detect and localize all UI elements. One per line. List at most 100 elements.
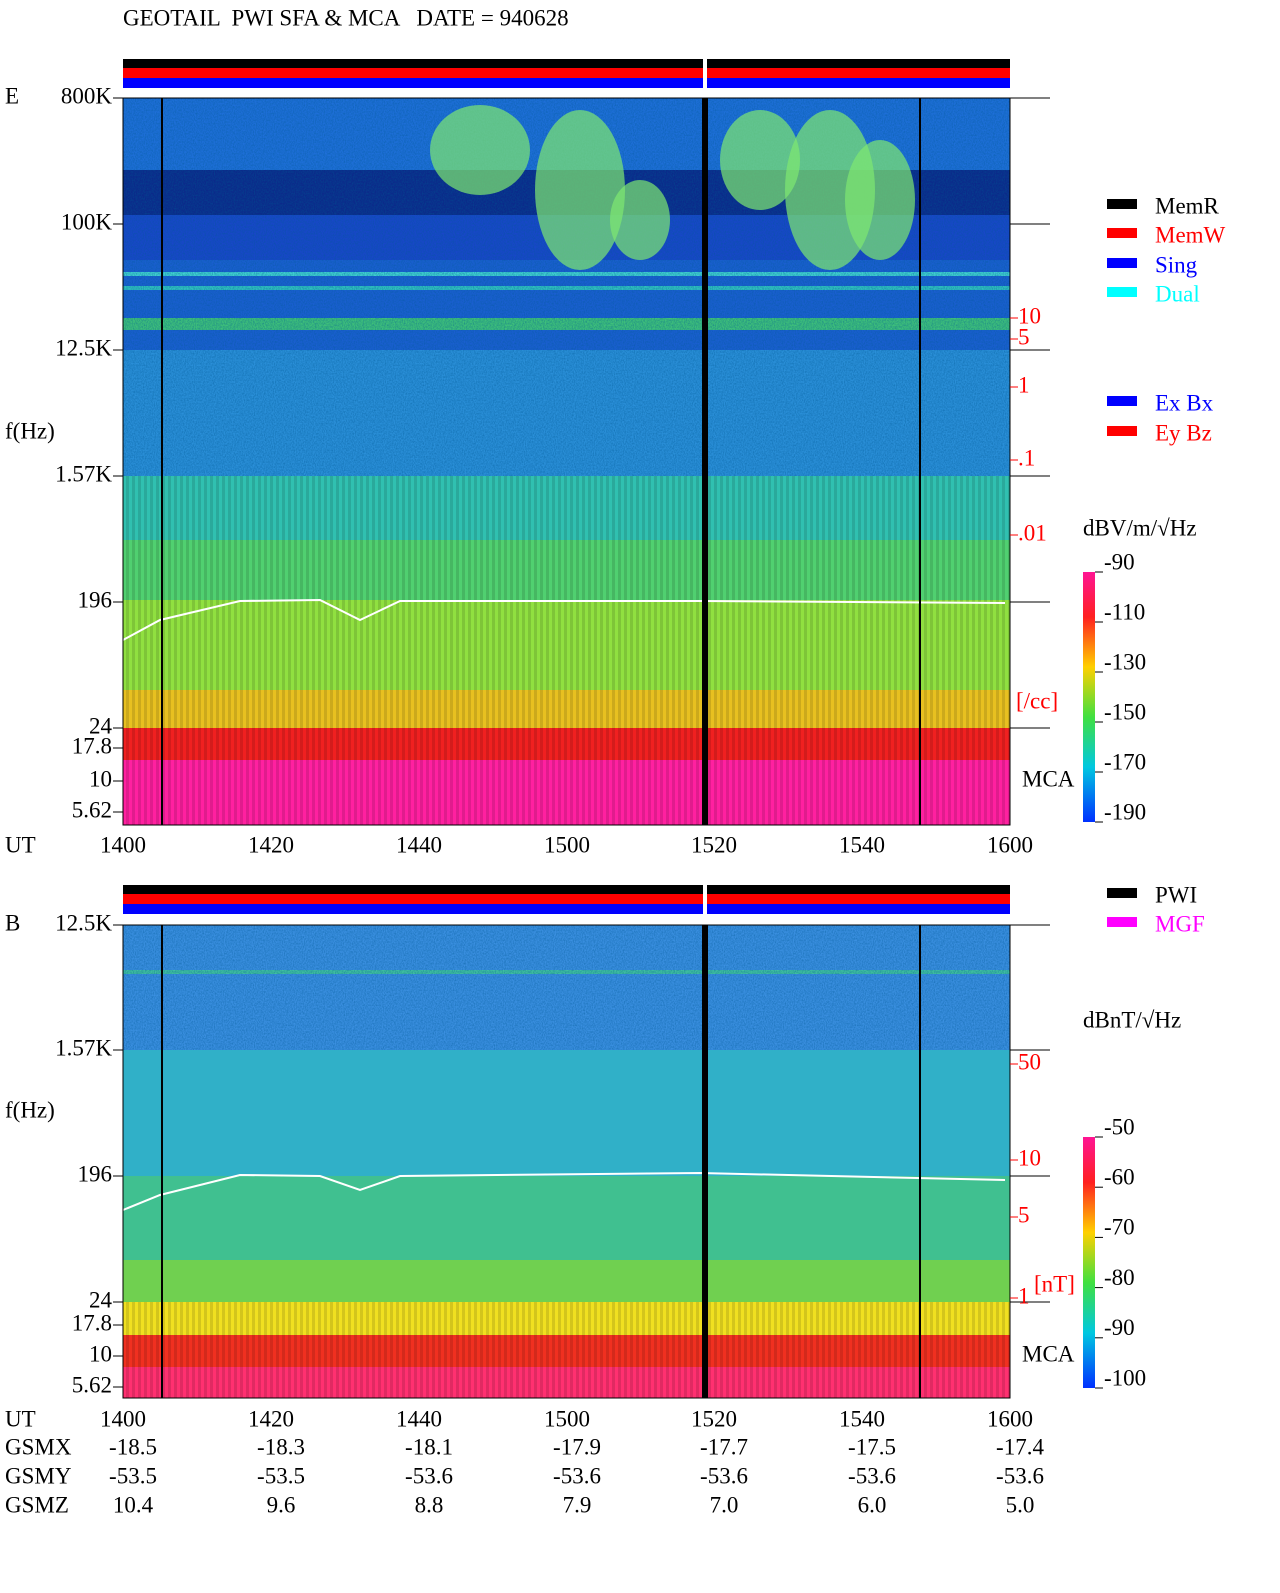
y-tick-label: 10 — [89, 1341, 112, 1366]
panel-label: E — [5, 83, 19, 108]
colorbar-label: -150 — [1104, 699, 1146, 724]
scale-unit: [nT] — [1034, 1271, 1075, 1296]
emission — [430, 105, 530, 195]
status-bar — [123, 68, 1010, 78]
scale-label: 1 — [1018, 1283, 1030, 1308]
orbit-value: -17.5 — [848, 1434, 896, 1459]
orbit-value: 9.6 — [267, 1492, 296, 1517]
y-tick-label: 100K — [61, 209, 113, 234]
orbit-value: -18.1 — [405, 1434, 453, 1459]
data-gap — [161, 98, 163, 825]
x-tick-label: 1500 — [544, 832, 590, 857]
colorbar-label: -80 — [1104, 1265, 1135, 1290]
plasma-line — [122, 598, 1006, 641]
antenna-legend-swatch — [1107, 426, 1137, 436]
colorbar-label: -170 — [1104, 749, 1146, 774]
source-legend-swatch — [1107, 888, 1137, 898]
data-gap — [161, 925, 163, 1398]
mode-legend-swatch — [1107, 258, 1137, 268]
orbit-value: -53.5 — [109, 1463, 157, 1488]
status-bar — [123, 894, 1010, 904]
y-axis-label: f(Hz) — [5, 418, 55, 443]
emission — [610, 180, 670, 260]
spectrogram-band — [123, 1176, 1010, 1260]
panel-label: B — [5, 910, 20, 935]
emission — [535, 110, 625, 270]
orbit-value: -17.7 — [700, 1434, 748, 1459]
colorbar-unit: dBV/m/√Hz — [1083, 515, 1197, 540]
x-tick-label: 1420 — [248, 832, 294, 857]
antenna-legend-label: Ey Bz — [1155, 420, 1212, 445]
y-tick-label: 5.62 — [72, 797, 112, 822]
x-tick-label: 1500 — [544, 1406, 590, 1431]
status-bar — [123, 904, 1010, 914]
colorbar-label: -100 — [1104, 1365, 1146, 1390]
status-bar — [123, 59, 1010, 68]
mode-legend-swatch — [1107, 199, 1137, 209]
scale-label: .01 — [1018, 520, 1047, 545]
colorbar — [1083, 572, 1095, 822]
orbit-value: 7.9 — [563, 1492, 592, 1517]
orbit-value: -53.6 — [700, 1463, 748, 1488]
colorbar-label: -90 — [1104, 549, 1135, 574]
orbit-value: -53.6 — [405, 1463, 453, 1488]
colorbar-unit: dBnT/√Hz — [1083, 1007, 1181, 1032]
mode-legend-label: Sing — [1155, 252, 1198, 277]
spectrogram-band — [123, 1260, 1010, 1302]
ut-label: UT — [5, 832, 36, 857]
y-axis-label: f(Hz) — [5, 1097, 55, 1122]
orbit-label: GSMX — [5, 1434, 72, 1459]
colorbar-label: -50 — [1104, 1114, 1135, 1139]
scale-label: 5 — [1018, 1202, 1030, 1227]
y-tick-label: 17.8 — [72, 733, 112, 758]
scale-unit: [/cc] — [1016, 688, 1058, 713]
scale-label: .1 — [1018, 445, 1035, 470]
spectrogram-stripes — [123, 1302, 1010, 1398]
colorbar-label: -110 — [1104, 599, 1145, 624]
spectrogram-stripes — [123, 476, 1010, 825]
orbit-value: -18.3 — [257, 1434, 305, 1459]
x-tick-label: 1400 — [100, 1406, 146, 1431]
ut-label: UT — [5, 1406, 36, 1431]
x-tick-label: 1420 — [248, 1406, 294, 1431]
orbit-value: 10.4 — [113, 1492, 154, 1517]
colorbar-label: -60 — [1104, 1164, 1135, 1189]
scale-label: 10 — [1018, 303, 1041, 328]
spectrogram-noise — [123, 925, 1010, 1050]
data-gap — [702, 98, 708, 825]
x-tick-label: 1540 — [839, 832, 885, 857]
antenna-legend-swatch — [1107, 396, 1137, 406]
orbit-value: -18.5 — [109, 1434, 157, 1459]
source-legend-swatch — [1107, 917, 1137, 927]
orbit-value: -53.6 — [848, 1463, 896, 1488]
y-tick-label: 800K — [61, 83, 113, 108]
y-tick-label: 196 — [78, 1161, 113, 1186]
x-tick-label: 1600 — [987, 1406, 1033, 1431]
colorbar-label: -130 — [1104, 649, 1146, 674]
mode-legend-label: MemW — [1155, 222, 1226, 247]
y-tick-label: 196 — [78, 587, 113, 612]
orbit-value: -53.6 — [553, 1463, 601, 1488]
scale-label: 1 — [1018, 372, 1030, 397]
y-tick-label: 24 — [89, 1287, 113, 1312]
mode-legend-swatch — [1107, 287, 1137, 297]
source-legend-label: PWI — [1155, 882, 1197, 907]
x-tick-label: 1440 — [396, 832, 442, 857]
data-gap — [919, 98, 921, 825]
colorbar-label: -70 — [1104, 1215, 1135, 1240]
orbit-value: 7.0 — [710, 1492, 739, 1517]
status-gap — [703, 885, 707, 914]
x-tick-label: 1540 — [839, 1406, 885, 1431]
x-tick-label: 1520 — [691, 832, 737, 857]
plasma-line — [122, 1171, 1006, 1211]
colorbar-label: -190 — [1104, 799, 1146, 824]
data-gap — [702, 925, 708, 1398]
title: GEOTAIL PWI SFA & MCA DATE = 940628 — [123, 5, 569, 30]
orbit-value: -17.4 — [996, 1434, 1044, 1459]
spectrogram-band — [123, 1050, 1010, 1176]
y-tick-label: 10 — [89, 766, 112, 791]
y-tick-label: 5.62 — [72, 1372, 112, 1397]
data-gap — [919, 925, 921, 1398]
scale-label: 5 — [1018, 324, 1030, 349]
